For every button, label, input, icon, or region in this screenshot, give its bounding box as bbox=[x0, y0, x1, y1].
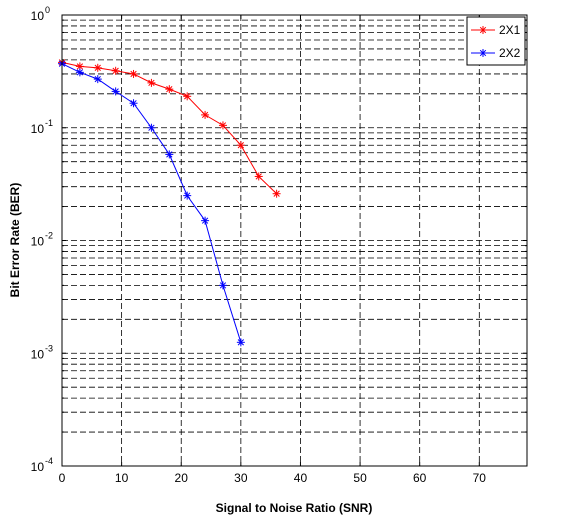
x-tick-label: 50 bbox=[353, 471, 367, 485]
data-point bbox=[218, 121, 227, 130]
data-point bbox=[183, 92, 192, 101]
data-point bbox=[93, 63, 102, 72]
x-axis-title: Signal to Noise Ratio (SNR) bbox=[216, 501, 373, 515]
data-point bbox=[165, 150, 174, 159]
y-tick-label: 10 bbox=[31, 347, 45, 361]
data-point bbox=[254, 172, 263, 181]
data-point bbox=[75, 62, 84, 71]
y-tick-label: 10 bbox=[31, 122, 45, 136]
y-tick-exponent: -1 bbox=[45, 118, 53, 128]
x-tick-label: 0 bbox=[59, 471, 66, 485]
data-point bbox=[479, 26, 487, 34]
series-layer bbox=[58, 58, 281, 347]
data-point bbox=[183, 191, 192, 200]
data-point bbox=[129, 99, 138, 108]
y-tick-exponent: 0 bbox=[45, 5, 50, 15]
data-point bbox=[165, 85, 174, 94]
data-point bbox=[272, 189, 281, 198]
data-point bbox=[129, 69, 138, 78]
data-point bbox=[218, 281, 227, 290]
legend-label: 2X1 bbox=[499, 23, 521, 37]
y-tick-label: 10 bbox=[31, 460, 45, 474]
y-tick-exponent: -4 bbox=[45, 456, 53, 466]
data-point bbox=[201, 216, 210, 225]
y-axis-title: Bit Error Rate (BER) bbox=[8, 183, 22, 298]
data-point bbox=[236, 338, 245, 347]
data-point bbox=[479, 49, 487, 57]
data-point bbox=[93, 75, 102, 84]
data-point bbox=[111, 66, 120, 75]
y-tick-exponent: -3 bbox=[45, 343, 53, 353]
legend-label: 2X2 bbox=[499, 46, 521, 60]
y-tick-label: 10 bbox=[31, 9, 45, 23]
y-tick-label: 10 bbox=[31, 235, 45, 249]
x-tick-label: 30 bbox=[234, 471, 248, 485]
data-point bbox=[201, 110, 210, 119]
legend-box bbox=[466, 16, 526, 66]
x-tick-label: 20 bbox=[175, 471, 189, 485]
data-point bbox=[147, 123, 156, 132]
data-point bbox=[111, 87, 120, 96]
plot-background bbox=[62, 15, 527, 466]
data-point bbox=[147, 78, 156, 87]
data-point bbox=[236, 141, 245, 150]
grid bbox=[62, 15, 527, 466]
y-tick-exponent: -2 bbox=[45, 231, 53, 241]
x-tick-label: 70 bbox=[473, 471, 487, 485]
x-tick-label: 60 bbox=[413, 471, 427, 485]
legend: 2X1 2X2 bbox=[466, 16, 526, 66]
x-tick-label: 10 bbox=[115, 471, 129, 485]
x-tick-label: 40 bbox=[294, 471, 308, 485]
data-point bbox=[75, 68, 84, 77]
